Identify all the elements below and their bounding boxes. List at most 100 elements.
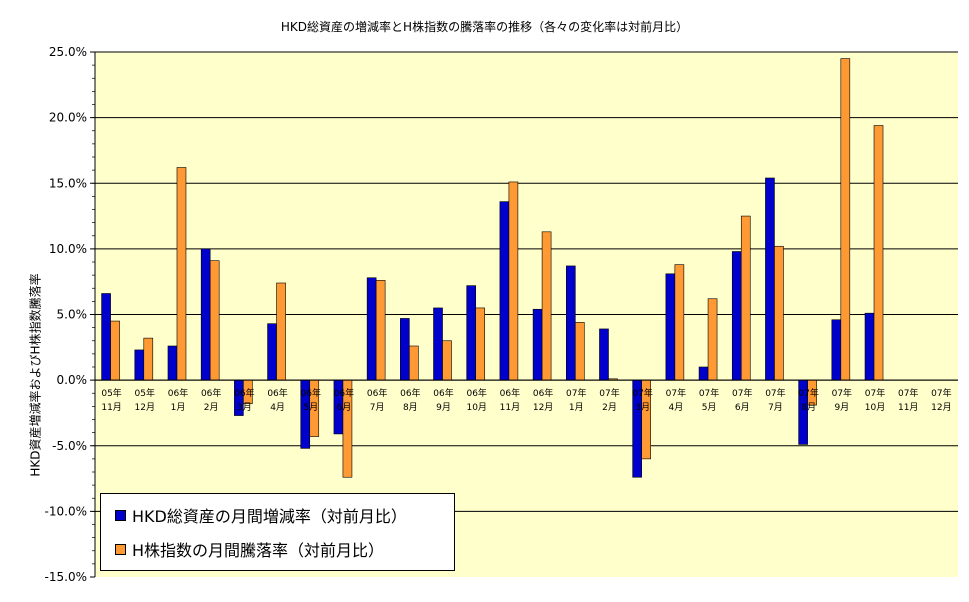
- x-tick-label-year: 06年: [168, 387, 188, 399]
- y-tick-label: 20.0%: [49, 111, 87, 125]
- x-tick-label-month: 10月: [466, 402, 486, 413]
- x-tick-label-year: 06年: [533, 387, 553, 399]
- x-tick-label-year: 07年: [732, 387, 752, 399]
- legend-swatch-hkd: [115, 509, 126, 521]
- x-tick-label-year: 07年: [798, 387, 818, 399]
- bar-series-1: [134, 349, 145, 381]
- bar-series-2: [276, 282, 286, 381]
- bar-series-1: [765, 177, 775, 381]
- bar-series-1: [731, 251, 742, 381]
- x-tick-label-year: 07年: [931, 387, 951, 399]
- x-tick-label-month: 1月: [171, 402, 186, 413]
- x-tick-label-year: 06年: [234, 387, 254, 399]
- legend: HKD総資産の月間増減率（対前月比） H株指数の月間騰落率（対前月比）: [100, 493, 455, 571]
- y-tick-label: -5.0%: [52, 439, 87, 453]
- bar-series-1: [499, 201, 510, 381]
- y-tick-label: 15.0%: [49, 176, 87, 190]
- x-tick-label-year: 07年: [599, 387, 619, 399]
- x-tick-label-month: 3月: [237, 402, 252, 413]
- x-tick-label-month: 4月: [270, 402, 285, 413]
- bar-series-1: [831, 319, 842, 381]
- bar-series-2: [707, 298, 718, 381]
- legend-swatch-h-share: [115, 543, 126, 555]
- bar-series-2: [409, 345, 419, 381]
- bar-series-1: [466, 285, 477, 381]
- x-tick-label-month: 6月: [337, 402, 352, 413]
- bar-series-2: [508, 181, 519, 381]
- x-tick-label-year: 06年: [334, 387, 354, 399]
- bar-series-1: [433, 307, 443, 381]
- bar-series-1: [565, 265, 576, 381]
- x-tick-label-month: 9月: [436, 402, 451, 413]
- x-tick-label-year: 06年: [500, 387, 520, 399]
- legend-label-hkd: HKD総資産の月間増減率（対前月比）: [132, 507, 407, 526]
- x-tick-label-year: 07年: [832, 387, 852, 399]
- x-tick-label-year: 07年: [865, 387, 885, 399]
- x-tick-label-month: 12月: [931, 402, 951, 413]
- x-tick-label-month: 2月: [602, 402, 617, 413]
- bar-series-2: [143, 337, 154, 381]
- x-tick-label-month: 4月: [668, 402, 683, 413]
- bar-series-1: [665, 273, 676, 381]
- bar-series-1: [366, 277, 377, 381]
- bar-series-2: [176, 167, 187, 381]
- x-tick-label-year: 06年: [400, 387, 420, 399]
- bar-series-1: [599, 328, 609, 381]
- bar-series-2: [674, 264, 685, 381]
- y-tick-label: -10.0%: [45, 504, 87, 518]
- legend-item-hkd: HKD総資産の月間増減率（対前月比）: [115, 504, 407, 526]
- x-tick-label-year: 06年: [433, 387, 453, 399]
- legend-label-h-share: H株指数の月間騰落率（対前月比）: [132, 541, 385, 560]
- bar-series-2: [475, 307, 486, 381]
- bar-series-2: [110, 320, 120, 381]
- x-tick-label-year: 06年: [201, 387, 221, 399]
- bar-series-2: [442, 340, 452, 381]
- bar-series-2: [740, 215, 751, 381]
- bar-series-1: [864, 312, 875, 381]
- bar-series-2: [209, 260, 220, 381]
- x-tick-label-year: 06年: [301, 387, 321, 399]
- y-tick-label: 5.0%: [57, 308, 88, 322]
- x-tick-label-month: 6月: [735, 402, 750, 413]
- x-tick-label-year: 06年: [367, 387, 387, 399]
- bar-series-2: [873, 125, 884, 381]
- bar-series-1: [400, 318, 410, 381]
- x-tick-label-month: 11月: [500, 402, 520, 413]
- y-tick-label: 25.0%: [49, 45, 87, 59]
- x-tick-label-month: 9月: [834, 402, 849, 413]
- y-tick-label: 0.0%: [57, 373, 88, 387]
- x-tick-label-month: 11月: [101, 402, 121, 413]
- x-tick-label-year: 07年: [632, 387, 652, 399]
- x-tick-label-month: 8月: [801, 402, 816, 413]
- bar-series-1: [532, 308, 543, 381]
- bar-series-1: [200, 248, 211, 381]
- x-tick-label-month: 2月: [204, 402, 219, 413]
- y-tick-label: -15.0%: [45, 570, 87, 584]
- x-tick-label-year: 07年: [898, 387, 918, 399]
- x-tick-label-month: 11月: [898, 402, 918, 413]
- x-tick-label-month: 1月: [569, 402, 584, 413]
- x-tick-label-month: 5月: [702, 402, 717, 413]
- x-tick-label-year: 05年: [135, 387, 155, 399]
- x-tick-label-month: 12月: [135, 402, 155, 413]
- bar-series-1: [101, 293, 111, 381]
- bar-series-1: [267, 323, 277, 381]
- y-tick-label: 10.0%: [49, 242, 87, 256]
- bar-series-2: [375, 280, 386, 381]
- x-tick-label-month: 12月: [533, 402, 553, 413]
- x-tick-label-year: 05年: [101, 387, 121, 399]
- axes: [90, 51, 958, 578]
- bar-series-2: [541, 231, 552, 381]
- x-tick-label-year: 07年: [699, 387, 719, 399]
- bar-series-2: [840, 58, 851, 381]
- tick-labels: 25.0% 20.0% 15.0% 10.0% 5.0% 0.0% -5.0% -10.0% -…: [45, 45, 952, 584]
- x-tick-label-year: 06年: [267, 387, 287, 399]
- x-tick-label-month: 7月: [370, 402, 385, 413]
- x-tick-label-year: 06年: [466, 387, 486, 399]
- legend-item-h-share: H株指数の月間騰落率（対前月比）: [115, 538, 384, 560]
- bar-series-2: [574, 322, 585, 381]
- chart-title: HKD総資産の増減率とH株指数の騰落率の推移（各々の変化率は対前月比）: [280, 20, 689, 34]
- bars: [101, 58, 884, 478]
- x-tick-label-month: 10月: [865, 402, 885, 413]
